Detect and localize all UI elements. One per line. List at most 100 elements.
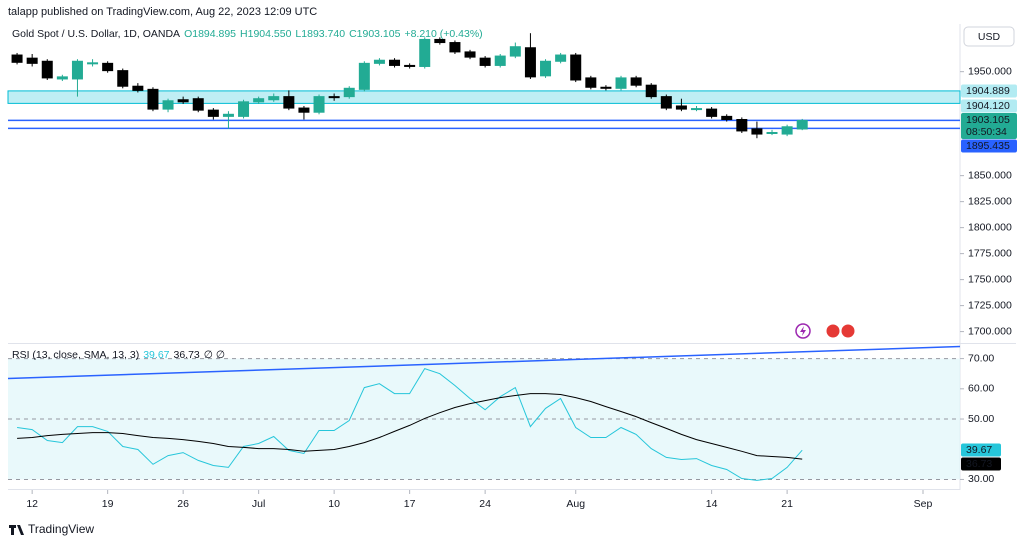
candle (494, 53, 506, 68)
candle (298, 105, 310, 120)
candle (434, 37, 446, 45)
flag-icon[interactable] (840, 323, 856, 339)
candle-body (71, 60, 83, 80)
ohlc: O1894.895 (184, 28, 237, 40)
candle (600, 85, 612, 91)
candle-body (11, 54, 23, 63)
candle (389, 58, 401, 68)
zone-label-bg (961, 84, 1017, 98)
candle (509, 42, 521, 59)
event-icons (795, 323, 856, 339)
candle-body (509, 46, 521, 57)
y-tick-label: 1800.000 (968, 221, 1012, 233)
x-tick-label: 12 (26, 498, 38, 510)
candle-body (253, 98, 265, 103)
ohlc: H1904.550 (240, 28, 292, 40)
trendline (7, 345, 961, 380)
y-tick-label: 1700.000 (968, 325, 1012, 337)
currency-button[interactable] (963, 26, 1015, 47)
candle (71, 59, 83, 97)
candle-body (751, 128, 763, 135)
candle-body (464, 51, 476, 58)
candle-body (222, 113, 234, 117)
candle (404, 63, 416, 69)
candle-body (404, 64, 416, 67)
candle (41, 59, 53, 80)
candle-body (736, 118, 748, 132)
candle-body (766, 131, 778, 134)
candle-body (207, 109, 219, 117)
candle-body (283, 96, 295, 109)
lightning (800, 326, 806, 336)
candle-body (147, 88, 159, 110)
candle (660, 94, 672, 111)
x-tick-label: 26 (177, 498, 189, 510)
rsi-line (17, 393, 803, 460)
y-tick-label: 60.00 (968, 383, 994, 395)
candle (11, 52, 23, 65)
candle-body (540, 60, 552, 77)
candle-body (177, 99, 189, 103)
candle-body (796, 119, 808, 130)
candle-body (630, 77, 642, 86)
candle (479, 56, 491, 68)
candle-body (660, 96, 672, 109)
candle-body (585, 77, 597, 88)
candle-body (117, 70, 129, 87)
candle (419, 37, 431, 69)
candle-body (434, 38, 446, 44)
candle-body (691, 108, 703, 111)
candle-body (600, 86, 612, 89)
candle (132, 83, 144, 93)
legend: Gold Spot / U.S. Dollar, 1D, OANDA O1894.… (12, 28, 487, 40)
candle (343, 86, 355, 99)
candle-body (449, 42, 461, 53)
symbol-title: Gold Spot / U.S. Dollar, 1D, OANDA (12, 28, 181, 40)
candle (207, 108, 219, 120)
candle-body (373, 59, 385, 64)
candle (373, 58, 385, 66)
candle-body (479, 57, 491, 66)
candle-body (328, 96, 340, 99)
candle-body (706, 108, 718, 117)
candle-body (298, 107, 310, 113)
x-tick-label: 24 (479, 498, 491, 510)
candle-body (56, 76, 68, 80)
currency[interactable]: USD (978, 31, 1001, 43)
candle-body (26, 57, 38, 64)
candle-body (358, 62, 370, 90)
candle (87, 59, 99, 67)
candle-body (781, 126, 793, 135)
brand: TradingView (28, 522, 94, 536)
candle-body (313, 96, 325, 113)
flag-icon[interactable] (825, 323, 841, 339)
zone-label: 1904.120 (966, 100, 1010, 112)
candle-body (675, 105, 687, 110)
rsi-line (17, 367, 803, 481)
y-tick-label: 50.00 (968, 413, 994, 425)
candle (162, 98, 174, 113)
candle (691, 105, 703, 112)
value-label-bg (961, 457, 1001, 471)
x-tick-label: 19 (102, 498, 114, 510)
candle-body (494, 55, 506, 66)
zone-label-bg (961, 99, 1017, 113)
x-tick-label: Aug (566, 498, 585, 510)
x-tick-label: 17 (404, 498, 416, 510)
candle-body (162, 100, 174, 110)
candle (268, 93, 280, 102)
change: +8.210 (+0.43%) (404, 28, 483, 40)
candle (585, 75, 597, 90)
candle-body (87, 62, 99, 65)
candle-body (238, 101, 250, 117)
x-tick-label: Sep (914, 498, 933, 510)
candle (192, 96, 204, 113)
candle (177, 96, 189, 104)
candle-body (721, 115, 733, 120)
sma-value: 36.73 (173, 349, 200, 361)
y-tick-label: 1775.000 (968, 247, 1012, 259)
candle-body (192, 98, 204, 111)
candle (117, 68, 129, 89)
y-tick-label: 1750.000 (968, 273, 1012, 285)
